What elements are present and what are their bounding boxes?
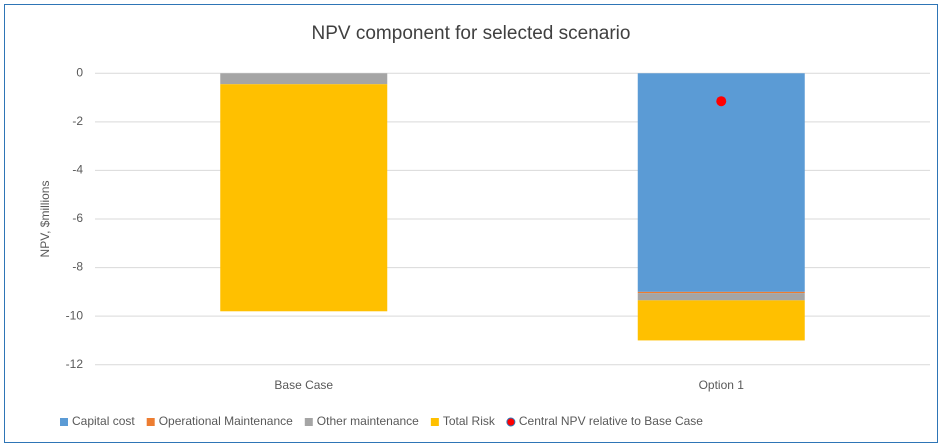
bar-segment [637, 291, 805, 294]
x-tick-label: Base Case [274, 378, 333, 392]
bar-segment [637, 293, 805, 301]
legend-label: Central NPV relative to Base Case [519, 414, 703, 428]
y-tick-label: 0 [76, 65, 83, 79]
legend-swatch [304, 418, 313, 426]
legend-swatch [430, 418, 439, 426]
y-tick-label: -12 [66, 357, 84, 371]
chart-title: NPV component for selected scenario [312, 23, 631, 44]
y-tick-label: -2 [72, 114, 83, 128]
y-axis-label: NPV, $millions [38, 181, 52, 258]
legend-label: Operational Maintenance [159, 414, 293, 428]
x-tick-label: Option 1 [699, 378, 745, 392]
legend-swatch [146, 418, 155, 426]
bar-segment [637, 300, 805, 341]
legend-label: Other maintenance [317, 414, 419, 428]
y-tick-label: -8 [72, 260, 83, 274]
y-tick-label: -10 [66, 308, 84, 322]
legend-label: Total Risk [443, 414, 496, 428]
bar-segment [220, 84, 388, 312]
marker [716, 96, 727, 107]
y-tick-label: -4 [72, 163, 83, 177]
legend-marker [506, 417, 516, 427]
bar-segment [220, 73, 388, 85]
y-tick-label: -6 [72, 211, 83, 225]
legend-label: Capital cost [72, 414, 135, 428]
bar-segment [637, 73, 805, 292]
legend-swatch [60, 418, 68, 426]
